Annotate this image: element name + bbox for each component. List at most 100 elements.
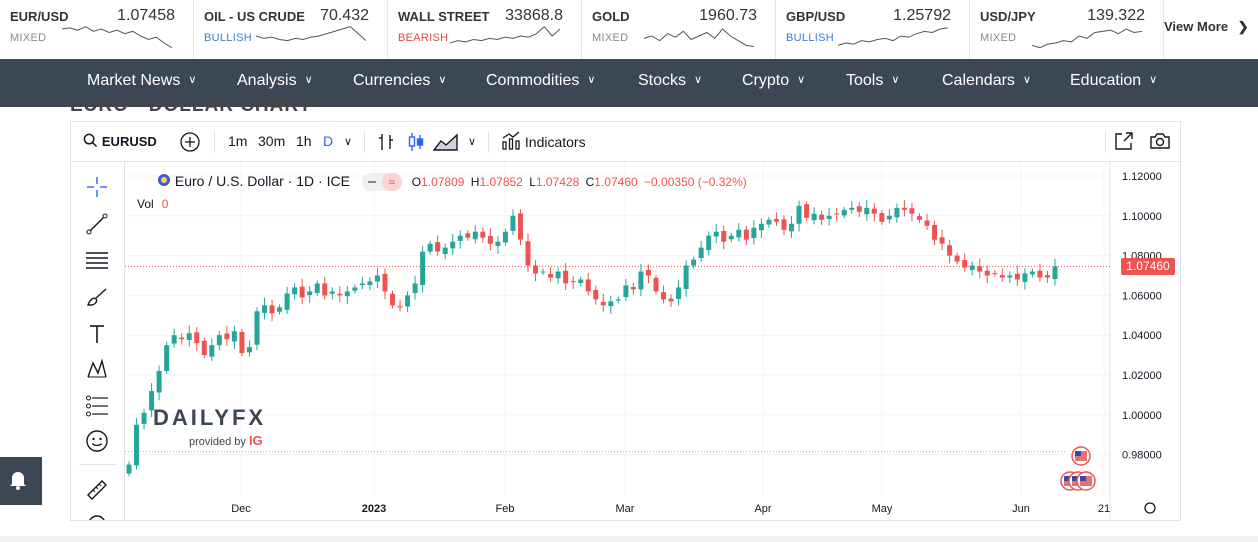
- interval-d[interactable]: D: [323, 133, 334, 149]
- ticker-sentiment: MIXED: [592, 32, 629, 44]
- brush-icon[interactable]: [85, 285, 109, 309]
- candle-body: [819, 214, 825, 220]
- price-chart[interactable]: 1.120001.100001.080001.060001.040001.020…: [125, 162, 1180, 520]
- wave-icon: ≈: [381, 173, 402, 192]
- candles-icon[interactable]: [407, 132, 425, 155]
- view-more-link[interactable]: View More ❯: [1164, 19, 1249, 35]
- us-flag-icon: [1080, 476, 1086, 481]
- ticker-sentiment: MIXED: [980, 32, 1017, 44]
- indicators-button[interactable]: Indicators: [501, 131, 586, 151]
- horizontal-lines-icon[interactable]: [85, 248, 109, 272]
- ticker-item[interactable]: GOLD 1960.73 MIXED: [582, 0, 776, 59]
- candle-body: [171, 335, 177, 344]
- candle-body: [420, 251, 426, 286]
- ticker-name: OIL - US CRUDE: [204, 9, 305, 24]
- candle-body: [954, 255, 960, 262]
- candle-body: [909, 208, 915, 214]
- candle-body: [676, 287, 682, 299]
- zoom-icon[interactable]: [85, 512, 109, 520]
- interval-30m[interactable]: 30m: [258, 133, 286, 149]
- candle-body: [638, 271, 644, 290]
- candle-body: [307, 291, 313, 296]
- chevron-down-icon[interactable]: ∨: [468, 136, 477, 148]
- candle-body: [856, 206, 862, 212]
- chevron-down-icon: ∨: [891, 74, 900, 86]
- ticker-item[interactable]: GBP/USD 1.25792 BULLISH: [776, 0, 970, 59]
- y-tick-label: 1.00000: [1122, 410, 1162, 422]
- candle-body: [608, 301, 614, 307]
- candle-body: [495, 241, 501, 247]
- candle-body: [864, 207, 870, 215]
- ticker-item[interactable]: WALL STREET 33868.8 BEARISH: [388, 0, 582, 59]
- ticker-name: EUR/USD: [10, 9, 69, 24]
- interval-1m[interactable]: 1m: [228, 133, 248, 149]
- x-tick-label: Feb: [496, 503, 515, 515]
- ticker-item[interactable]: OIL - US CRUDE 70.432 BULLISH: [194, 0, 388, 59]
- nav-tools[interactable]: Tools ∨: [846, 72, 899, 90]
- open-value: 1.07809: [421, 175, 465, 189]
- nav-currencies[interactable]: Currencies ∨: [353, 72, 446, 90]
- candle-body: [540, 271, 546, 273]
- candle-body: [548, 273, 554, 278]
- compare-button[interactable]: [179, 131, 201, 156]
- y-tick-label: 1.04000: [1122, 330, 1162, 342]
- ticker-price: 139.322: [1087, 7, 1145, 24]
- candle-body: [1022, 273, 1028, 282]
- candle-body: [156, 371, 162, 393]
- candle-body: [435, 242, 441, 252]
- ruler-icon[interactable]: [85, 478, 109, 502]
- pattern-icon[interactable]: [85, 357, 109, 381]
- nav-label: Market News: [87, 72, 181, 89]
- crosshair-icon[interactable]: [85, 175, 109, 199]
- candle-body: [713, 231, 719, 237]
- ticker-item[interactable]: USD/JPY 139.322 MIXED: [970, 0, 1164, 59]
- candle-body: [886, 215, 892, 220]
- nav-crypto[interactable]: Crypto ∨: [742, 72, 805, 90]
- candle-body: [382, 273, 388, 292]
- ticker-price: 1.25792: [893, 7, 951, 24]
- candle-body: [269, 305, 275, 314]
- candle-body: [525, 241, 531, 266]
- sparkline: [644, 28, 754, 47]
- nav-label: Commodities: [486, 72, 580, 89]
- nav-stocks[interactable]: Stocks ∨: [638, 72, 702, 90]
- candle-body: [322, 283, 328, 296]
- trend-line-icon[interactable]: [85, 212, 109, 236]
- fullscreen-icon[interactable]: [1114, 131, 1134, 154]
- camera-icon[interactable]: [1149, 131, 1171, 154]
- symbol-title: Euro / U.S. Dollar · 1D · ICE: [174, 173, 350, 189]
- market-ticker: EUR/USD 1.07458 MIXED OIL - US CRUDE 70.…: [0, 0, 1258, 59]
- nav-analysis[interactable]: Analysis ∨: [237, 72, 313, 90]
- ticker-sentiment: MIXED: [10, 32, 47, 44]
- emoji-icon[interactable]: [85, 429, 109, 453]
- candle-body: [427, 243, 433, 252]
- candle-body: [962, 259, 968, 268]
- candle-body: [999, 275, 1005, 278]
- interval-1h[interactable]: 1h: [296, 133, 312, 149]
- area-chart-icon[interactable]: [432, 132, 459, 155]
- candle-body: [615, 299, 621, 301]
- candle-body: [231, 331, 237, 342]
- sparkline-path: [450, 25, 560, 44]
- visibility-toggle[interactable]: ≈: [361, 173, 402, 192]
- prediction-icon[interactable]: [85, 394, 109, 418]
- candle-body: [389, 293, 395, 306]
- nav-commodities[interactable]: Commodities ∨: [486, 72, 595, 90]
- nav-market-news[interactable]: Market News ∨: [87, 72, 196, 90]
- candle-body: [555, 271, 561, 279]
- low-value: 1.07428: [535, 175, 580, 189]
- sparkline: [450, 25, 560, 44]
- symbol-search-button[interactable]: EURUSD: [83, 133, 157, 149]
- bar-style-icon[interactable]: [377, 132, 395, 155]
- divider: [214, 131, 215, 153]
- candle-body: [796, 205, 802, 224]
- candle-body: [932, 224, 938, 240]
- nav-education[interactable]: Education ∨: [1070, 72, 1157, 90]
- chevron-down-icon[interactable]: ∨: [344, 136, 353, 148]
- notification-button[interactable]: [0, 457, 42, 505]
- nav-label: Currencies: [353, 72, 431, 89]
- text-icon[interactable]: [85, 322, 109, 346]
- nav-calendars[interactable]: Calendars ∨: [942, 72, 1031, 90]
- ticker-item[interactable]: EUR/USD 1.07458 MIXED: [0, 0, 194, 59]
- chevron-down-icon: ∨: [304, 74, 313, 86]
